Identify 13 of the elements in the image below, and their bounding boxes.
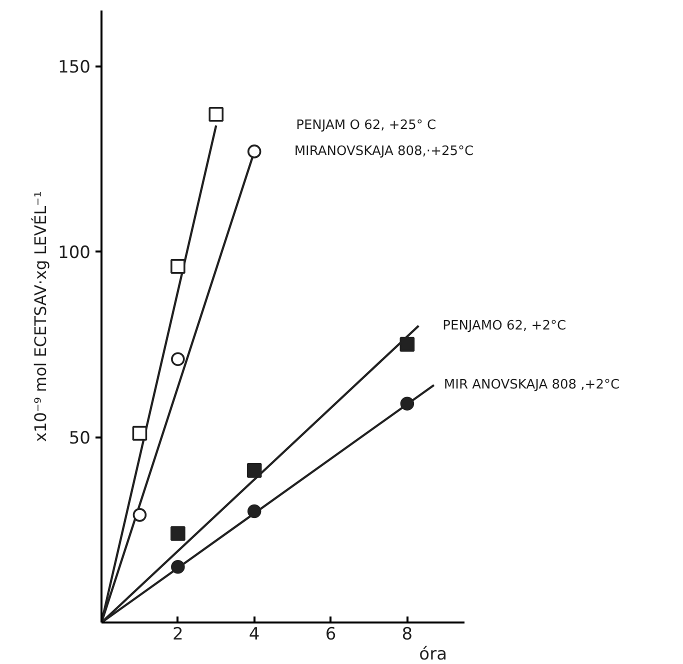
text: PENJAMO 62, +2°C [442,318,566,334]
x-axis-title: óra [419,644,447,664]
x-tick-label: 6 [325,624,336,644]
text: MIR ANOVSKAJA 808 ,+2°C [444,378,620,393]
y-tick-label: 150 [58,58,91,78]
text: MIRANOVSKAJA 808,·+25°C [294,144,474,159]
x-tick-label: 4 [248,624,260,644]
x-tick-label: 8 [402,624,413,644]
y-tick-label: 100 [58,243,91,264]
y-axis-title: x10⁻⁹ mol ECETSAV·xg LEVÉL⁻¹ [31,191,50,442]
y-tick-label: 50 [68,428,91,449]
text: PENJAM O 62, +25° C [296,118,436,133]
x-tick-label: 2 [172,624,184,644]
